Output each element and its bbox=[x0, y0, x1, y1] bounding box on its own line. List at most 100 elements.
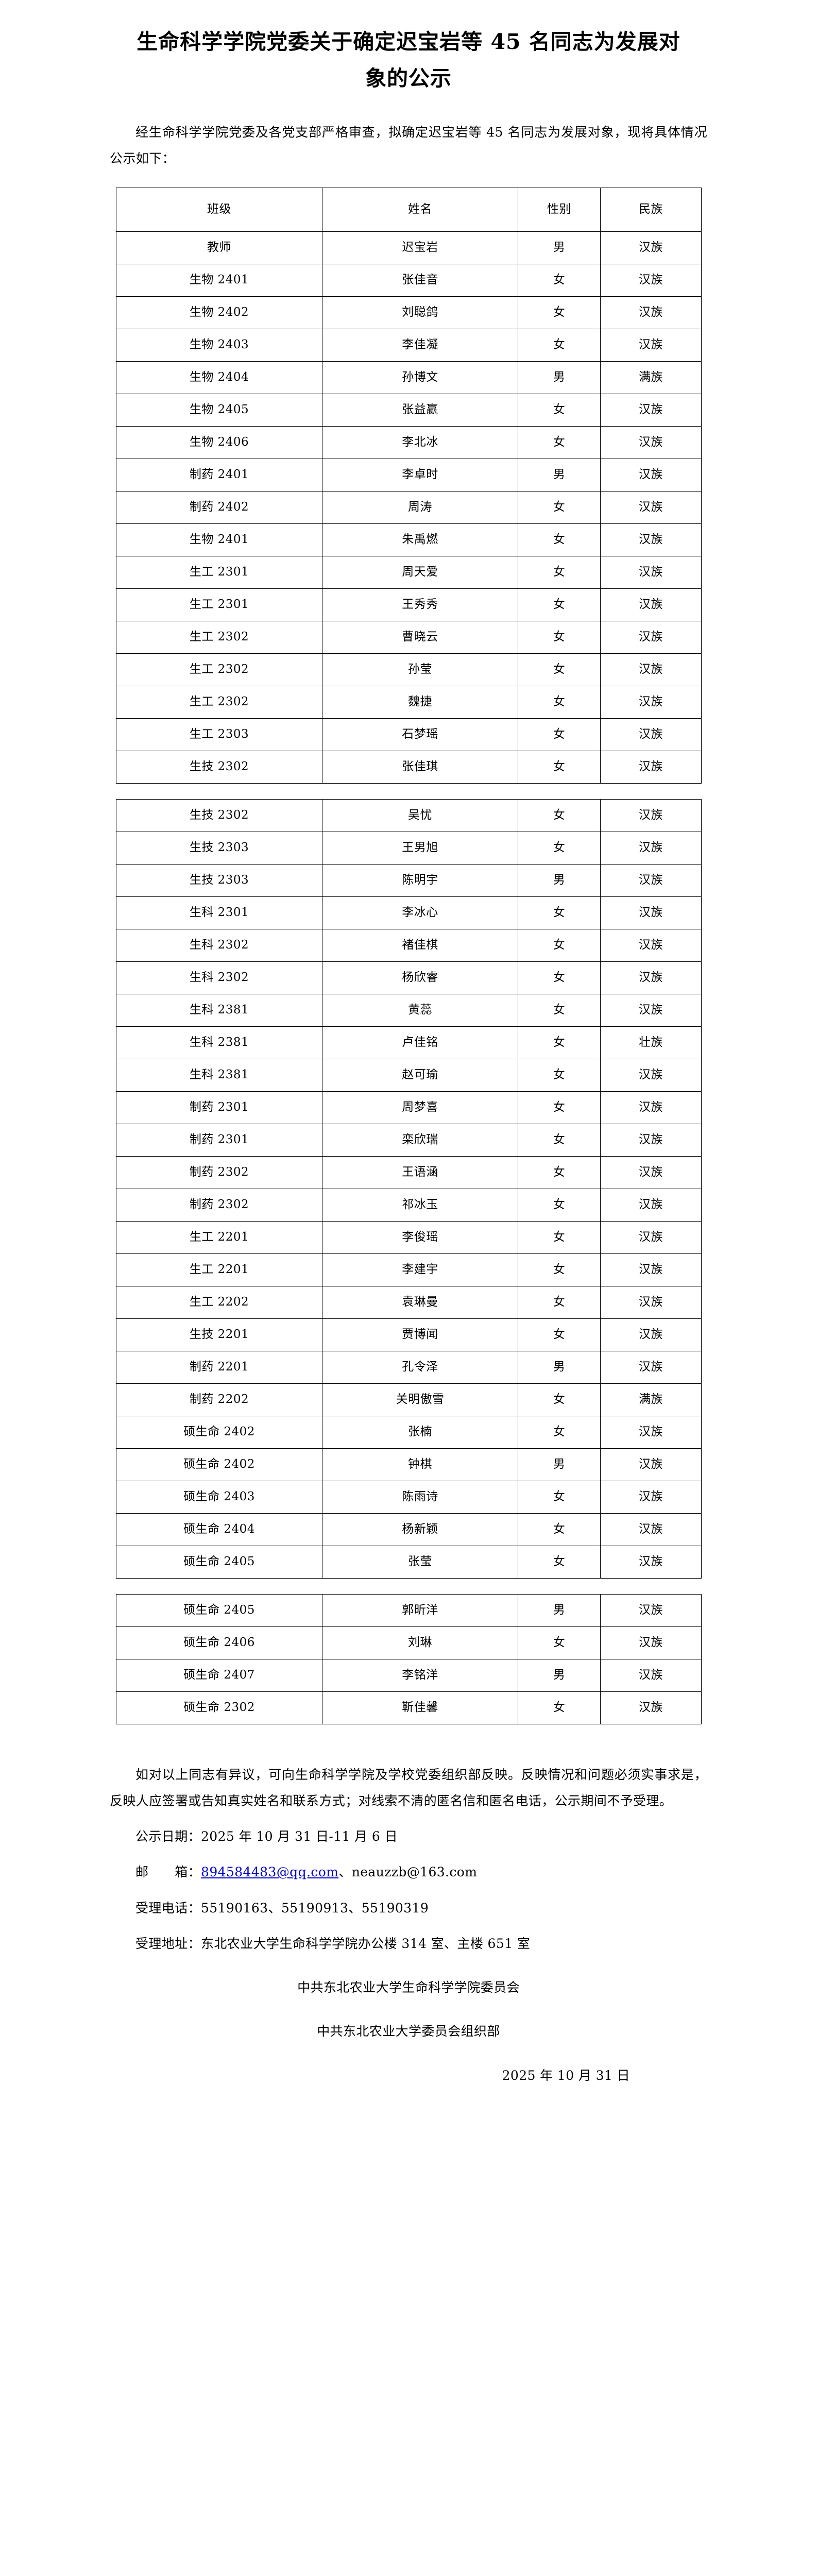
name-cell: 张益赢 bbox=[322, 393, 518, 427]
ethnicity-cell: 汉族 bbox=[600, 328, 702, 362]
name-cell: 李铭洋 bbox=[322, 1658, 518, 1692]
ethnicity-cell: 汉族 bbox=[600, 490, 702, 524]
table-row: 制药 2402 周涛女汉族 bbox=[116, 490, 702, 524]
sex-cell: 女 bbox=[518, 1285, 601, 1319]
name-cell: 周梦喜 bbox=[322, 1091, 518, 1124]
class-cell: 生工 2301 bbox=[116, 555, 322, 589]
sex-cell: 女 bbox=[518, 523, 601, 556]
ethnicity-cell: 汉族 bbox=[600, 993, 702, 1027]
page-title: 生命科学学院党委关于确定迟宝岩等 45 名同志为发展对象的公示 bbox=[137, 29, 680, 91]
class-cell: 生工 2302 bbox=[116, 620, 322, 654]
email-primary-link[interactable]: 894584483@qq.com bbox=[201, 1865, 339, 1880]
ethnicity-cell: 汉族 bbox=[600, 1691, 702, 1724]
sex-cell: 男 bbox=[518, 458, 601, 492]
table-row: 生技 2302 吴忧女汉族 bbox=[116, 799, 702, 832]
table-row: 生工 2201 李建宇女汉族 bbox=[116, 1253, 702, 1286]
roster-table-segment-3: 硕生命 2405 郭昕洋男汉族 硕生命 2406 刘琳女汉族 硕生命 2407 李铭洋男汉… bbox=[116, 1594, 702, 1724]
ethnicity-cell: 汉族 bbox=[600, 718, 702, 751]
sex-cell: 女 bbox=[518, 1123, 601, 1157]
table-row: 生工 2302 孙莹女汉族 bbox=[116, 653, 702, 686]
sex-cell: 男 bbox=[518, 863, 601, 897]
class-cell: 生工 2201 bbox=[116, 1221, 322, 1254]
table-row: 生技 2201 贾博闻女汉族 bbox=[116, 1318, 702, 1351]
ethnicity-cell: 汉族 bbox=[600, 1513, 702, 1546]
ethnicity-cell: 汉族 bbox=[600, 231, 702, 264]
class-cell: 生技 2201 bbox=[116, 1318, 322, 1351]
table-row: 制药 2202 关明傲雪女满族 bbox=[116, 1383, 702, 1416]
ethnicity-cell: 汉族 bbox=[600, 263, 702, 297]
table-row: 生工 2202 袁琳曼女汉族 bbox=[116, 1285, 702, 1319]
name-cell: 袁琳曼 bbox=[322, 1285, 518, 1319]
ethnicity-cell: 满族 bbox=[600, 361, 702, 394]
name-cell: 孙博文 bbox=[322, 361, 518, 394]
sex-cell: 女 bbox=[518, 1026, 601, 1059]
class-cell: 生工 2201 bbox=[116, 1253, 322, 1286]
name-cell: 黄蕊 bbox=[322, 993, 518, 1027]
ethnicity-cell: 汉族 bbox=[600, 896, 702, 929]
name-cell: 陈明宇 bbox=[322, 863, 518, 897]
ethnicity-cell: 汉族 bbox=[600, 1285, 702, 1319]
class-cell: 生物 2405 bbox=[116, 393, 322, 427]
class-cell: 生物 2401 bbox=[116, 523, 322, 556]
class-cell: 硕生命 2302 bbox=[116, 1691, 322, 1724]
name-cell: 郭昕洋 bbox=[322, 1594, 518, 1627]
table-row: 生工 2302 魏捷女汉族 bbox=[116, 685, 702, 719]
sex-cell: 女 bbox=[518, 1058, 601, 1092]
name-cell: 张佳音 bbox=[322, 263, 518, 297]
table-row: 生物 2402 刘聪鸽女汉族 bbox=[116, 296, 702, 329]
name-cell: 王语涵 bbox=[322, 1156, 518, 1189]
intro-paragraph: 经生命科学学院党委及各党支部严格审查，拟确定迟宝岩等 45 名同志为发展对象，现… bbox=[110, 125, 707, 166]
class-cell: 制药 2302 bbox=[116, 1156, 322, 1189]
table-row: 生科 2381 赵可瑜女汉族 bbox=[116, 1058, 702, 1092]
name-cell: 李冰心 bbox=[322, 896, 518, 929]
ethnicity-cell: 汉族 bbox=[600, 928, 702, 962]
ethnicity-cell: 汉族 bbox=[600, 1626, 702, 1659]
sex-cell: 女 bbox=[518, 328, 601, 362]
table-row: 生物 2404 孙博文男满族 bbox=[116, 361, 702, 394]
class-cell: 生工 2303 bbox=[116, 718, 322, 751]
ethnicity-cell: 汉族 bbox=[600, 1318, 702, 1351]
ethnicity-cell: 汉族 bbox=[600, 1221, 702, 1254]
table-row: 生科 2302 杨欣睿女汉族 bbox=[116, 961, 702, 994]
ethnicity-cell: 汉族 bbox=[600, 620, 702, 654]
ethnicity-cell: 汉族 bbox=[600, 750, 702, 784]
table-row: 硕生命 2403 陈雨诗女汉族 bbox=[116, 1480, 702, 1514]
ethnicity-cell: 汉族 bbox=[600, 1448, 702, 1481]
sex-cell: 女 bbox=[518, 393, 601, 427]
class-cell: 生技 2303 bbox=[116, 831, 322, 865]
table-row: 硕生命 2402 钟棋男汉族 bbox=[116, 1448, 702, 1481]
ethnicity-cell: 汉族 bbox=[600, 1594, 702, 1627]
ethnicity-cell: 汉族 bbox=[600, 588, 702, 621]
ethnicity-cell: 汉族 bbox=[600, 1480, 702, 1514]
table-row: 硕生命 2405 张莹女汉族 bbox=[116, 1545, 702, 1579]
roster-table-segment-2: 生技 2302 吴忧女汉族 生技 2303 王男旭女汉族 生技 2303 陈明宇男汉族 生科… bbox=[116, 799, 702, 1579]
name-cell: 张佳琪 bbox=[322, 750, 518, 784]
class-cell: 制药 2402 bbox=[116, 490, 322, 524]
sex-cell: 女 bbox=[518, 1691, 601, 1724]
table-row: 生科 2302 褚佳棋女汉族 bbox=[116, 928, 702, 962]
table-row: 生技 2303 陈明宇男汉族 bbox=[116, 863, 702, 897]
ethnicity-cell: 汉族 bbox=[600, 296, 702, 329]
column-header-name: 姓名 bbox=[322, 187, 518, 232]
ethnicity-cell: 汉族 bbox=[600, 1188, 702, 1222]
sex-cell: 女 bbox=[518, 685, 601, 719]
ethnicity-cell: 汉族 bbox=[600, 831, 702, 865]
sex-cell: 女 bbox=[518, 1253, 601, 1286]
class-cell: 生科 2381 bbox=[116, 1058, 322, 1092]
name-cell: 石梦瑶 bbox=[322, 718, 518, 751]
sex-cell: 女 bbox=[518, 993, 601, 1027]
class-cell: 教师 bbox=[116, 231, 322, 264]
sex-cell: 女 bbox=[518, 1188, 601, 1222]
name-cell: 魏捷 bbox=[322, 685, 518, 719]
ethnicity-cell: 汉族 bbox=[600, 1545, 702, 1579]
name-cell: 贾博闻 bbox=[322, 1318, 518, 1351]
roster-table-container: 班级 姓名 性别 民族 教师 迟宝岩男汉族 生物 2401 张佳音女汉族 生物 2402… bbox=[116, 187, 702, 1724]
name-cell: 王秀秀 bbox=[322, 588, 518, 621]
ethnicity-cell: 汉族 bbox=[600, 653, 702, 686]
email-label: 邮 箱： bbox=[135, 1865, 201, 1880]
name-cell: 张莹 bbox=[322, 1545, 518, 1579]
sex-cell: 女 bbox=[518, 296, 601, 329]
sex-cell: 女 bbox=[518, 1156, 601, 1189]
name-cell: 张楠 bbox=[322, 1415, 518, 1449]
sex-cell: 女 bbox=[518, 620, 601, 654]
